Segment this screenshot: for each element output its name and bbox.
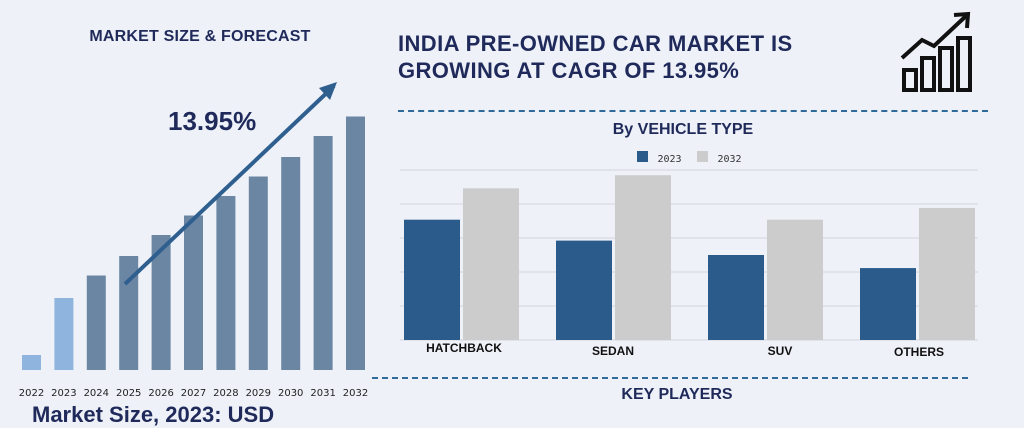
market-size-note: Market Size, 2023: USD	[32, 402, 275, 427]
market-size-title: MARKET SIZE & FORECAST	[89, 28, 311, 45]
year-label-2030: 2030	[278, 388, 303, 399]
bar-sedan-2023	[556, 240, 612, 340]
bar-sedan-2032	[615, 175, 671, 340]
growth-arrow-line	[123, 84, 336, 286]
year-label-2031: 2031	[310, 388, 335, 399]
bar-suv-2023	[708, 255, 764, 340]
year-label-2032: 2032	[343, 388, 368, 399]
market-bar-2025	[119, 256, 139, 370]
market-bar-2027	[184, 215, 203, 370]
category-label-suv: SUV	[767, 344, 793, 358]
bar-hatchback-2023	[404, 219, 460, 340]
page-title-line2: GROWING AT CAGR OF 13.95%	[398, 58, 740, 83]
legend-label-2032: 2032	[717, 154, 742, 165]
market-bar-2029	[248, 176, 268, 370]
legend-2032: 2032	[697, 149, 742, 167]
year-label-2025: 2025	[116, 388, 141, 399]
market-bar-2023	[54, 298, 74, 370]
market-bar-2028	[216, 196, 236, 370]
year-label-2028: 2028	[213, 388, 238, 399]
category-label-sedan: SEDAN	[591, 344, 634, 358]
category-label-hatchback: HATCHBACK	[426, 341, 502, 355]
year-label-2027: 2027	[181, 388, 206, 399]
page-title-line1: INDIA PRE-OWNED CAR MARKET IS	[398, 31, 793, 56]
year-label-2023: 2023	[51, 388, 76, 399]
growth-arrow-head	[319, 82, 337, 100]
cagr-label: 13.95%	[168, 106, 257, 136]
bar-growth-arrow-icon	[900, 11, 972, 92]
market-bar-2032	[346, 116, 365, 370]
bar-suv-2032	[767, 219, 823, 340]
legend-label-2023: 2023	[657, 154, 682, 165]
legend-2023: 2023	[637, 149, 682, 167]
page-title: INDIA PRE-OWNED CAR MARKET IS GROWING AT…	[398, 30, 858, 84]
year-label-2022: 2022	[19, 388, 44, 399]
market-bar-2024	[86, 275, 106, 370]
divider-bottom	[372, 377, 968, 379]
bar-others-2023	[860, 268, 916, 340]
legend-swatch-2032	[697, 151, 708, 162]
legend-swatch-2023	[637, 151, 648, 162]
year-label-2029: 2029	[246, 388, 271, 399]
bar-others-2032	[919, 207, 975, 340]
year-label-2026: 2026	[148, 388, 173, 399]
market-size-chart: 2022 2023 2024 2025 2026 2027 2028 2029 2030 2031…	[19, 82, 368, 399]
bar-hatchback-2032	[463, 188, 519, 340]
category-label-others: OTHERS	[893, 345, 944, 359]
market-bar-2030	[281, 157, 301, 370]
year-label-2024: 2024	[84, 388, 109, 399]
key-players-heading: KEY PLAYERS	[621, 386, 733, 403]
vehicle-type-chart	[400, 169, 978, 341]
market-bar-2026	[151, 235, 171, 370]
vehicle-type-title: By VEHICLE TYPE	[612, 121, 754, 138]
divider-top	[398, 110, 988, 112]
market-bar-2022	[22, 355, 41, 370]
market-bar-2031	[313, 136, 333, 370]
